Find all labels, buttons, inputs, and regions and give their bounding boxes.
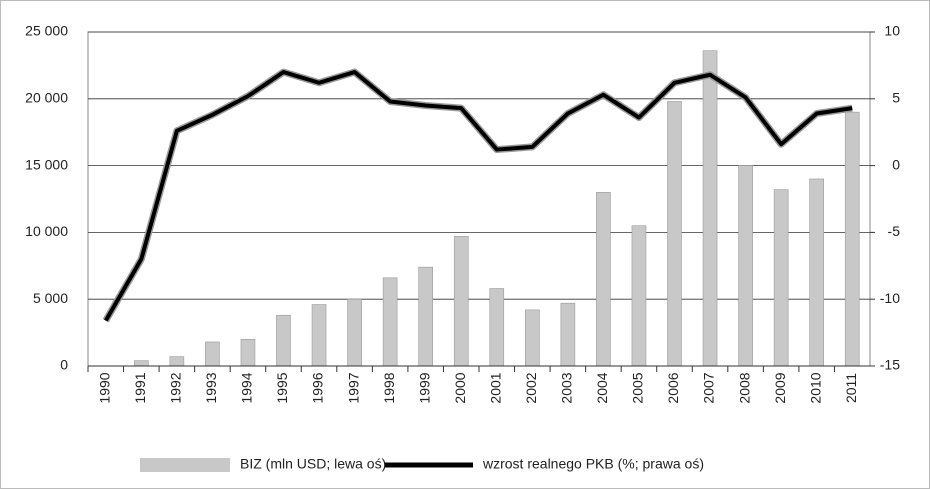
bar	[276, 314, 291, 367]
x-tick-label: 2010	[807, 372, 823, 403]
x-tick-label: 1994	[239, 372, 255, 403]
bar	[382, 277, 398, 367]
bar	[169, 356, 185, 367]
x-tick-label: 1992	[168, 372, 184, 403]
bar	[596, 192, 611, 367]
legend-label: wzrost realnego PKB (%; prawa oś)	[482, 456, 704, 472]
x-tick-label: 1998	[381, 372, 397, 403]
bar	[560, 302, 576, 367]
bar	[418, 266, 433, 367]
y-tick-label: 15 000	[25, 156, 68, 172]
y2-tick-label: -15	[880, 357, 900, 373]
x-tick-label: 2004	[594, 372, 610, 403]
x-tick-label: 1999	[416, 372, 432, 403]
bar	[667, 101, 682, 367]
bar	[489, 288, 505, 367]
bar	[525, 309, 540, 367]
bar	[844, 111, 860, 367]
bar	[702, 50, 718, 367]
x-tick-label: 2000	[452, 372, 468, 403]
x-tick-label: 2001	[487, 372, 503, 403]
bar	[631, 225, 647, 367]
bar	[311, 304, 327, 367]
x-tick-label: 2003	[559, 372, 575, 403]
bar	[738, 165, 753, 367]
x-tick-label: 2006	[665, 372, 681, 403]
x-tick-label: 2008	[736, 372, 752, 403]
x-tick-label: 1993	[203, 372, 219, 403]
bar	[240, 338, 256, 367]
legend-label: BIZ (mln USD; lewa oś)	[240, 456, 386, 472]
x-tick-label: 2002	[523, 372, 539, 403]
y-tick-label: 0	[60, 357, 68, 373]
x-tick-label: 2011	[843, 373, 859, 403]
y-tick-label: 5 000	[33, 290, 68, 306]
bar	[347, 298, 362, 367]
x-tick-label: 2009	[772, 372, 788, 403]
legend-swatch	[140, 458, 230, 472]
x-tick-label: 1997	[345, 372, 361, 403]
x-tick-label: 2005	[630, 372, 646, 403]
y-tick-label: 25 000	[25, 23, 68, 39]
x-tick-label: 1990	[96, 372, 112, 403]
y2-tick-label: 10	[884, 23, 900, 39]
y-tick-label: 10 000	[25, 223, 68, 239]
x-tick-label: 1995	[274, 372, 290, 403]
bar	[453, 236, 469, 367]
y2-tick-label: 0	[892, 156, 900, 172]
x-tick-label: 2007	[701, 372, 717, 403]
line	[104, 70, 853, 322]
y2-tick-label: -10	[880, 290, 900, 306]
y2-tick-label: -5	[888, 223, 901, 239]
bar	[134, 360, 149, 367]
bar	[809, 178, 824, 367]
y-tick-label: 20 000	[25, 90, 68, 106]
bar	[773, 189, 789, 367]
bar	[205, 341, 220, 367]
x-tick-label: 1991	[132, 372, 148, 403]
x-tick-label: 1996	[310, 372, 326, 403]
y2-tick-label: 5	[892, 90, 900, 106]
